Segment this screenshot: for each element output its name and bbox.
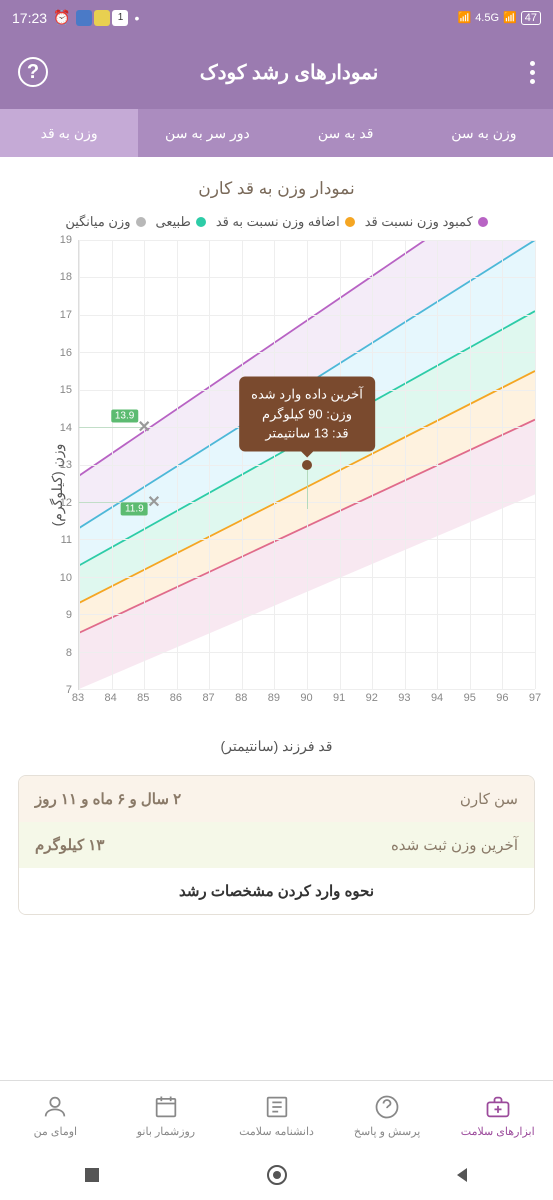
app-icon-1: [76, 10, 92, 26]
content: نمودار وزن به قد کارن کمبود وزن نسبت قد ا…: [0, 157, 553, 947]
app-icon-2: [94, 10, 110, 26]
nav-wiki[interactable]: دانشنامه سلامت: [221, 1081, 332, 1150]
nav-calendar-label: روزشمار بانو: [137, 1125, 195, 1138]
data-marker: ✕: [137, 417, 150, 437]
tabs: وزن به سن قد به سن دور سر به سن وزن به ق…: [0, 109, 553, 157]
info-row-age: سن کارن ۲ سال و ۶ ماه و ۱۱ روز: [19, 776, 534, 822]
info-weight-label: آخرین وزن ثبت شده: [391, 836, 518, 854]
chart: وزن (کیلوگرم) 78910111213141516171819 آخ…: [18, 240, 535, 730]
nav-calendar[interactable]: روزشمار بانو: [111, 1081, 222, 1150]
signal-icon: 📶: [457, 11, 471, 24]
info-card: سن کارن ۲ سال و ۶ ماه و ۱۱ روز آخرین وزن…: [18, 775, 535, 915]
legend: کمبود وزن نسبت قد اضافه وزن نسبت به قد طبی…: [18, 214, 535, 230]
battery-level: 47: [521, 11, 541, 25]
android-recent[interactable]: [83, 1166, 101, 1184]
tab-weight-age[interactable]: وزن به سن: [415, 109, 553, 157]
signal-icon-2: 📶: [503, 11, 517, 24]
alarm-icon: ⏰: [53, 9, 70, 26]
nav-profile-label: اومای من: [34, 1125, 78, 1138]
profile-icon: [41, 1093, 69, 1121]
nav-tools[interactable]: ابزارهای سلامت: [442, 1081, 553, 1150]
nav-wiki-label: دانشنامه سلامت: [239, 1125, 314, 1138]
x-axis-label: قد فرزند (سانتیمتر): [18, 738, 535, 755]
question-icon: [373, 1093, 401, 1121]
data-marker: ✕: [147, 492, 160, 512]
android-home[interactable]: [266, 1164, 288, 1186]
chart-tooltip: آخرین داده وارد شدهوزن: 90 کیلوگرمقد: 13…: [239, 377, 375, 452]
tab-weight-height[interactable]: وزن به قد: [0, 109, 138, 157]
info-row-howto[interactable]: نحوه وارد کردن مشخصات رشد: [19, 868, 534, 914]
nav-qa-label: پرسش و پاسخ: [354, 1125, 421, 1138]
status-bar: 17:23 ⏰ 1 • 📶 4.5G 📶 47: [0, 0, 553, 35]
info-age-value: ۲ سال و ۶ ماه و ۱۱ روز: [35, 790, 181, 808]
info-weight-value: ۱۳ کیلوگرم: [35, 836, 104, 854]
info-howto-label: نحوه وارد کردن مشخصات رشد: [179, 882, 374, 900]
android-back[interactable]: [453, 1166, 471, 1184]
legend-item: اضافه وزن نسبت به قد: [216, 214, 355, 230]
network-label: 4.5G: [475, 12, 499, 24]
marker-badge: 11.9: [121, 503, 148, 516]
marker-badge: 13.9: [111, 409, 138, 422]
app-header: نمودارهای رشد کودک ?: [0, 35, 553, 109]
plot-area: آخرین داده وارد شدهوزن: 90 کیلوگرمقد: 13…: [78, 240, 535, 690]
tab-head-age[interactable]: دور سر به سن: [138, 109, 276, 157]
page-title: نمودارهای رشد کودک: [200, 60, 379, 85]
medkit-icon: [484, 1093, 512, 1121]
bottom-nav: ابزارهای سلامت پرسش و پاسخ دانشنامه سلام…: [0, 1080, 553, 1150]
dot: •: [134, 10, 139, 26]
android-nav: [0, 1150, 553, 1200]
app-icon-3: 1: [112, 10, 128, 26]
x-ticks: 838485868788899091929394959697: [78, 692, 535, 710]
calendar-icon: [152, 1093, 180, 1121]
y-ticks: 78910111213141516171819: [48, 240, 72, 690]
nav-tools-label: ابزارهای سلامت: [461, 1125, 535, 1138]
nav-profile[interactable]: اومای من: [0, 1081, 111, 1150]
tab-height-age[interactable]: قد به سن: [277, 109, 415, 157]
news-icon: [263, 1093, 291, 1121]
info-age-label: سن کارن: [460, 790, 518, 808]
legend-item: طبیعی: [156, 214, 206, 230]
legend-item: کمبود وزن نسبت قد: [365, 214, 488, 230]
nav-qa[interactable]: پرسش و پاسخ: [332, 1081, 443, 1150]
help-button[interactable]: ?: [18, 57, 48, 87]
status-time: 17:23: [12, 10, 47, 26]
info-row-weight: آخرین وزن ثبت شده ۱۳ کیلوگرم: [19, 822, 534, 868]
legend-item: وزن میانگین: [65, 214, 145, 230]
menu-button[interactable]: [530, 61, 535, 84]
chart-title: نمودار وزن به قد کارن: [18, 179, 535, 199]
